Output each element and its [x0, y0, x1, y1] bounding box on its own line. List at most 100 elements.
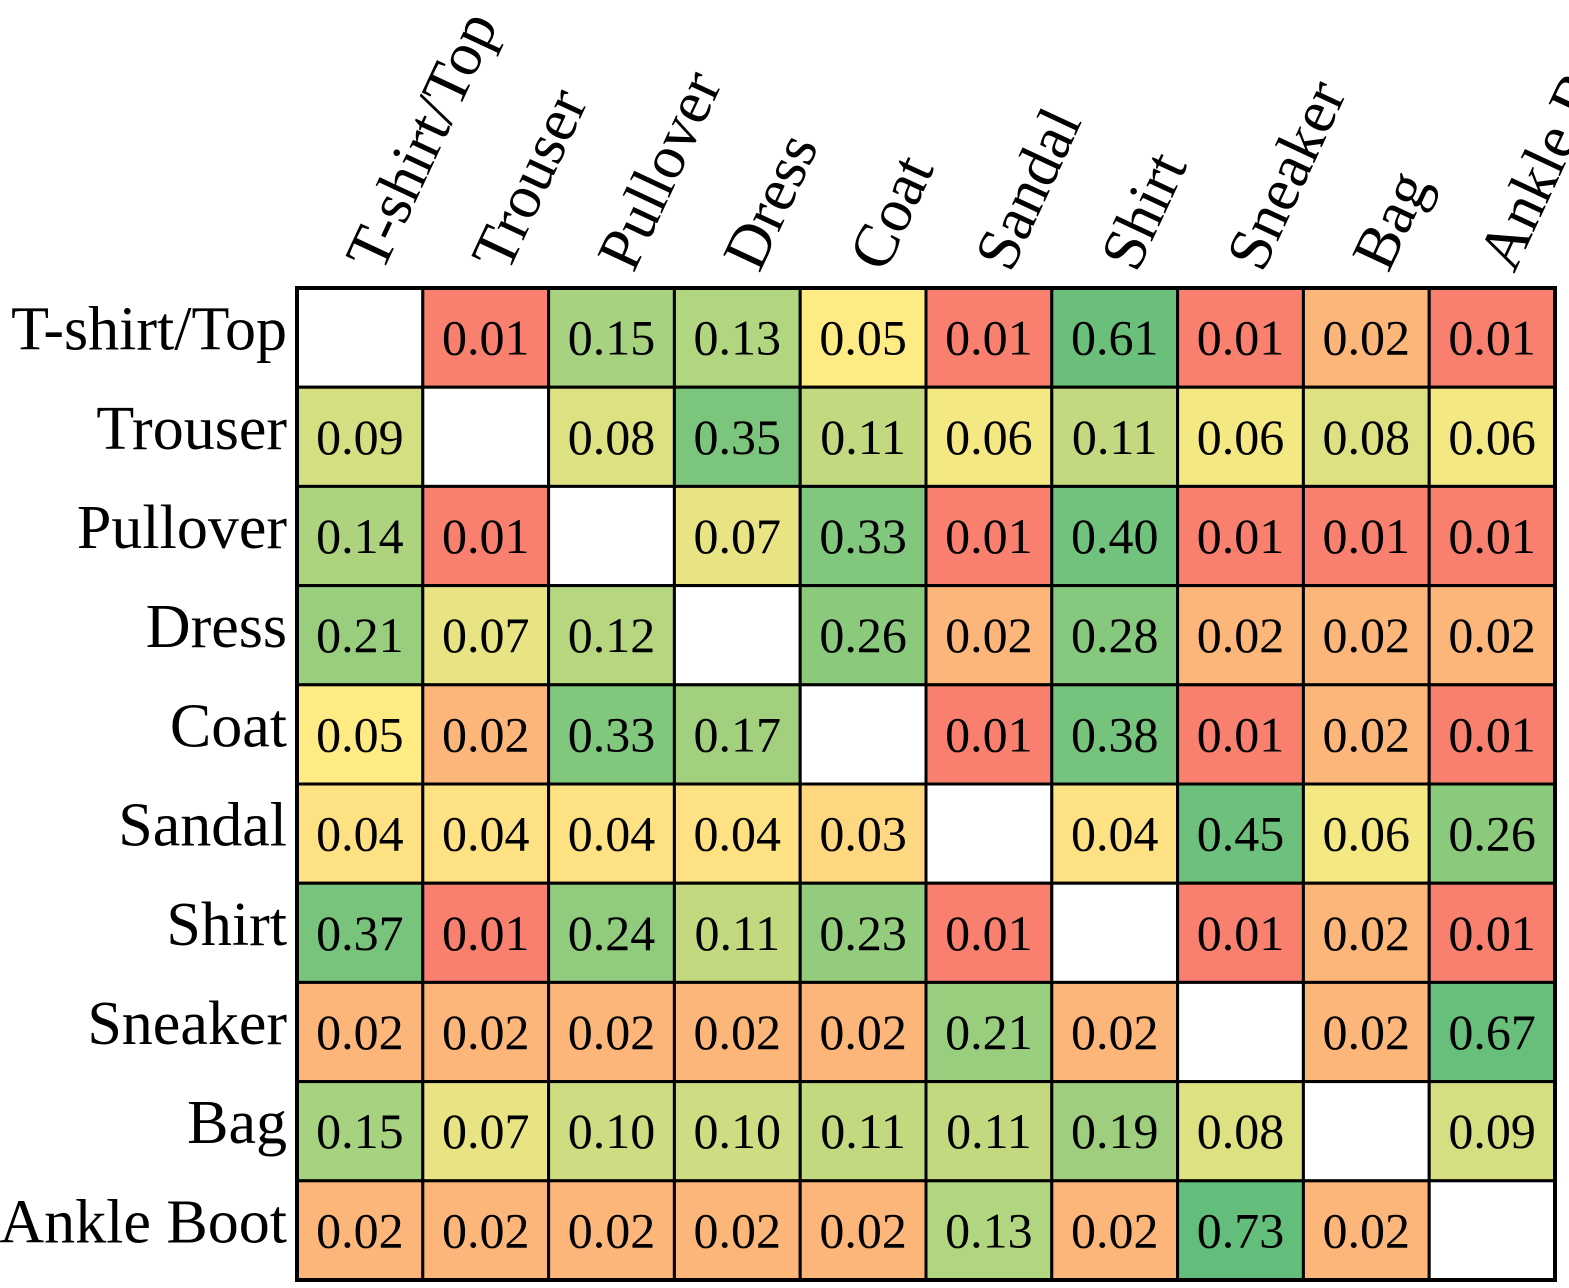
heatmap-cell-r7-c4 — [798, 980, 928, 1084]
cell-value-r4-c5: 0.01 — [945, 706, 1033, 762]
cell-value-r7-c4: 0.02 — [819, 1004, 907, 1060]
cell-value-r5-c6: 0.04 — [1071, 806, 1159, 862]
heatmap-cell-r6-c8 — [1301, 881, 1431, 984]
column-label-5: Sandal — [962, 98, 1095, 280]
row-labels: T-shirt/Top Trouser Pullover Dress Coat Sanda… — [0, 296, 287, 1257]
heatmap-cell-r5-c4 — [798, 782, 928, 885]
cell-value-r9-c8: 0.02 — [1323, 1202, 1411, 1258]
cell-value-r8-c5: 0.11 — [946, 1103, 1032, 1159]
cell-value-r8-c4: 0.11 — [820, 1103, 906, 1159]
heatmap-cell-r8-c4 — [798, 1080, 928, 1183]
column-label-9: Ankle Boot — [1465, 0, 1569, 280]
heatmap-cell-labels: 0.01 0.15 0.13 0.05 0.01 0.61 0.01 0.02 0.01 0.09… — [316, 310, 1536, 1259]
cell-value-r1-c6: 0.11 — [1072, 409, 1158, 465]
heatmap-cell-r5-c3 — [672, 782, 802, 885]
heatmap-cell-r1-c1 — [421, 385, 551, 488]
heatmap-cell-r9-c7 — [1176, 1179, 1305, 1282]
heatmap-cell-r1-c7 — [1176, 385, 1305, 488]
cell-value-r8-c6: 0.19 — [1071, 1103, 1159, 1159]
cell-value-r4-c2: 0.33 — [568, 706, 656, 762]
cell-value-r6-c5: 0.01 — [945, 905, 1033, 961]
heatmap-cell-r5-c5 — [924, 782, 1054, 885]
cell-value-r6-c2: 0.24 — [568, 905, 656, 961]
cell-value-r4-c9: 0.01 — [1448, 706, 1536, 762]
cell-value-r0-c2: 0.15 — [568, 310, 656, 366]
cell-value-r7-c5: 0.21 — [945, 1004, 1033, 1060]
cell-value-r3-c6: 0.28 — [1071, 607, 1159, 663]
cell-value-r1-c2: 0.08 — [568, 409, 656, 465]
row-label-3: Dress — [146, 593, 287, 661]
cell-value-r3-c2: 0.12 — [568, 607, 656, 663]
heatmap-cell-r2-c2 — [547, 484, 676, 588]
heatmap-cell-r1-c6 — [1050, 385, 1180, 488]
heatmap-cell-r1-c5 — [924, 385, 1054, 488]
cell-value-r6-c3: 0.11 — [694, 905, 780, 961]
row-label-5: Sandal — [118, 792, 287, 860]
heatmap-cell-r4-c4 — [798, 683, 928, 786]
cell-value-r2-c4: 0.33 — [819, 508, 907, 564]
heatmap-cell-r9-c6 — [1050, 1179, 1180, 1282]
cell-value-r9-c6: 0.02 — [1071, 1202, 1159, 1258]
heatmap-cell-r7-c1 — [421, 980, 551, 1084]
row-label-8: Bag — [187, 1089, 287, 1157]
cell-value-r5-c4: 0.03 — [819, 806, 907, 862]
cell-value-r3-c9: 0.02 — [1448, 607, 1536, 663]
cell-value-r4-c1: 0.02 — [442, 706, 530, 762]
row-label-6: Shirt — [166, 891, 287, 959]
cell-value-r4-c6: 0.38 — [1071, 706, 1159, 762]
heatmap-cell-r1-c8 — [1301, 385, 1431, 488]
cell-value-r6-c7: 0.01 — [1197, 905, 1285, 961]
cell-value-r4-c3: 0.17 — [694, 706, 782, 762]
cell-value-r8-c1: 0.07 — [442, 1103, 530, 1159]
cell-value-r2-c9: 0.01 — [1448, 508, 1536, 564]
heatmap-cell-r8-c3 — [672, 1080, 802, 1183]
column-label-3: Dress — [710, 123, 831, 280]
cell-value-r8-c9: 0.09 — [1448, 1103, 1536, 1159]
cell-value-r9-c5: 0.13 — [945, 1202, 1033, 1258]
heatmap-cell-r5-c2 — [547, 782, 676, 885]
row-label-1: Trouser — [96, 395, 287, 463]
cell-value-r6-c9: 0.01 — [1448, 905, 1536, 961]
cell-value-r1-c8: 0.08 — [1323, 409, 1411, 465]
cell-value-r9-c1: 0.02 — [442, 1202, 530, 1258]
cell-value-r5-c7: 0.45 — [1197, 806, 1285, 862]
heatmap-cell-r3-c3 — [672, 584, 802, 687]
heatmap-cell-r6-c0 — [295, 881, 425, 984]
heatmap-cell-r0-c0 — [295, 286, 425, 389]
heatmap-cell-r7-c5 — [924, 980, 1054, 1084]
heatmap-cell-r6-c3 — [672, 881, 802, 984]
heatmap-cell-r9-c4 — [798, 1179, 928, 1282]
cell-value-r1-c7: 0.06 — [1197, 409, 1285, 465]
heatmap-cell-r4-c9 — [1427, 683, 1557, 786]
cell-value-r2-c7: 0.01 — [1197, 508, 1285, 564]
heatmap-border — [295, 286, 1557, 1282]
heatmap-cell-r6-c9 — [1427, 881, 1557, 984]
cell-value-r0-c5: 0.01 — [945, 310, 1033, 366]
heatmap-cell-r8-c8 — [1301, 1080, 1431, 1183]
column-label-8: Bag — [1339, 161, 1443, 280]
cell-value-r1-c3: 0.35 — [694, 409, 782, 465]
heatmap-cell-r7-c8 — [1301, 980, 1431, 1084]
cell-value-r2-c0: 0.14 — [316, 508, 404, 564]
cell-value-r9-c4: 0.02 — [819, 1202, 907, 1258]
cell-value-r1-c9: 0.06 — [1448, 409, 1536, 465]
heatmap-cell-r6-c7 — [1176, 881, 1305, 984]
cell-value-r6-c0: 0.37 — [316, 905, 404, 961]
cell-value-r1-c4: 0.11 — [820, 409, 906, 465]
heatmap-cell-r4-c5 — [924, 683, 1054, 786]
cell-value-r2-c1: 0.01 — [442, 508, 530, 564]
cell-value-r2-c3: 0.07 — [694, 508, 782, 564]
heatmap-cell-r4-c1 — [421, 683, 551, 786]
heatmap-cell-r2-c6 — [1050, 484, 1180, 588]
cell-value-r9-c3: 0.02 — [694, 1202, 782, 1258]
heatmap-cell-r9-c9 — [1427, 1179, 1557, 1282]
cell-value-r8-c3: 0.10 — [694, 1103, 782, 1159]
cell-value-r9-c7: 0.73 — [1197, 1202, 1285, 1258]
cell-value-r1-c5: 0.06 — [945, 409, 1033, 465]
cell-value-r5-c1: 0.04 — [442, 806, 530, 862]
cell-value-r7-c6: 0.02 — [1071, 1004, 1159, 1060]
heatmap-cell-r4-c8 — [1301, 683, 1431, 786]
cell-value-r7-c3: 0.02 — [694, 1004, 782, 1060]
cell-value-r7-c9: 0.67 — [1448, 1004, 1536, 1060]
